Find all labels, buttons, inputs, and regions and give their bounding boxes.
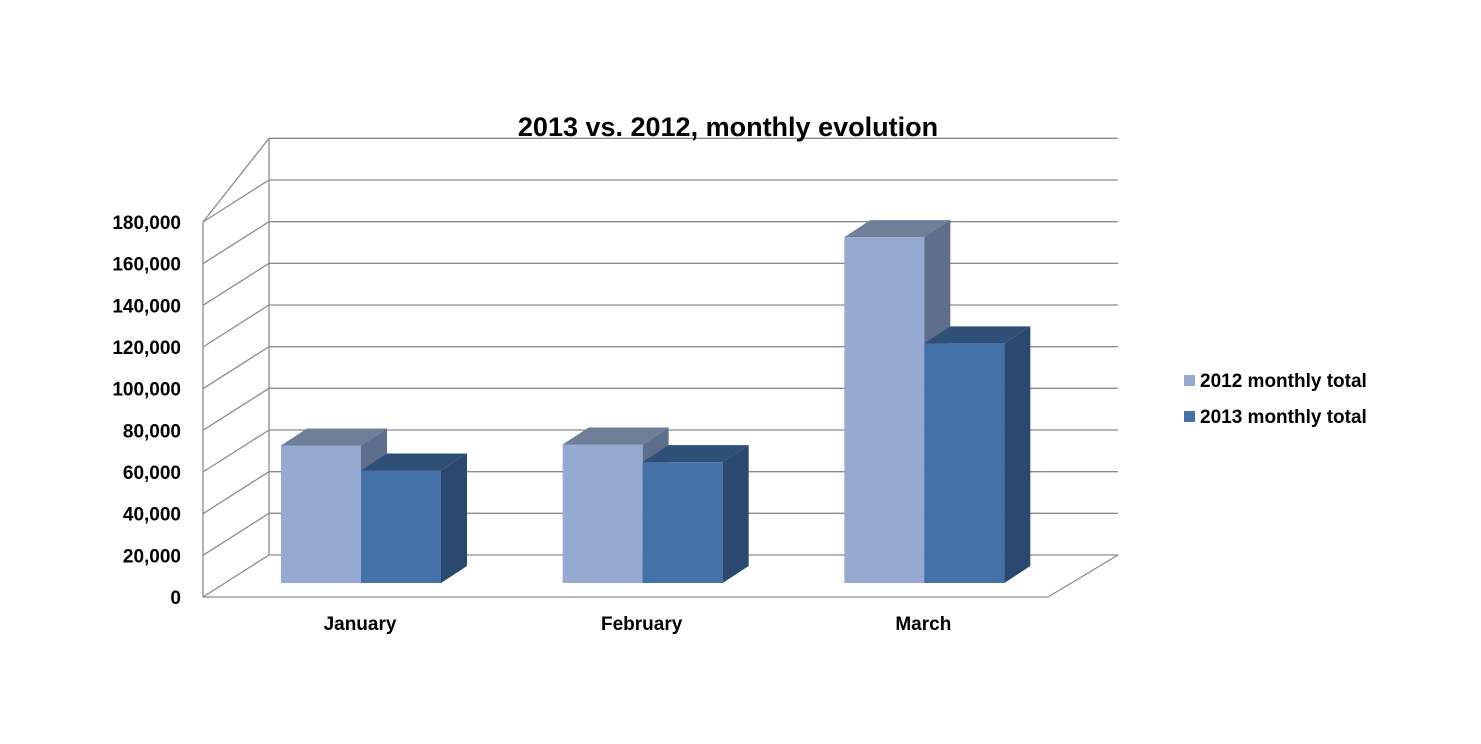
gridline-wall [202, 471, 270, 515]
gridline-wall [202, 221, 270, 265]
y-tick-label: 180,000 [112, 213, 181, 234]
y-tick-label: 160,000 [112, 255, 181, 276]
bar-front [562, 444, 643, 583]
legend-swatch [1184, 411, 1195, 422]
bar-front [281, 445, 361, 583]
chart-walls [202, 137, 1119, 598]
legend: 2012 monthly total 2013 monthly total [1184, 371, 1367, 428]
bar-top [642, 445, 749, 463]
x-tick-label: January [324, 614, 397, 635]
y-tick-label: 20,000 [123, 546, 181, 567]
gridline-floor-left [202, 554, 270, 598]
gridline-wall [202, 346, 270, 390]
y-axis: 0 20,000 40,000 60,000 80,000 100,000 120,000 1… [112, 213, 181, 609]
bars [281, 220, 1031, 583]
x-tick-label: February [601, 614, 683, 635]
chart-title: 2013 vs. 2012, monthly evolution [518, 112, 938, 142]
gridline-wall [202, 304, 270, 348]
gridline-wall [202, 512, 270, 556]
bar-top [281, 428, 387, 446]
bar-top [562, 427, 669, 445]
bar-front [924, 343, 1005, 583]
bar-top [924, 326, 1031, 344]
bar-side [441, 453, 467, 583]
y-tick-label: 140,000 [112, 296, 181, 317]
x-axis: January February March [324, 614, 952, 635]
gridline-wall [202, 179, 270, 223]
bar-front [642, 462, 723, 583]
bar-top [361, 453, 467, 471]
y-tick-label: 80,000 [123, 421, 181, 442]
bar-top [844, 220, 951, 238]
gridline-wall [202, 429, 270, 473]
bar-front [844, 237, 925, 583]
legend-label: 2012 monthly total [1200, 371, 1367, 392]
bar-side [722, 445, 749, 583]
y-tick-label: 0 [170, 588, 181, 609]
y-tick-label: 60,000 [123, 463, 181, 484]
left-wall-top-edge [202, 137, 270, 223]
gridline-wall [202, 387, 270, 431]
legend-label: 2013 monthly total [1200, 407, 1367, 428]
floor-right-edge [1047, 554, 1119, 598]
legend-swatch [1184, 375, 1195, 386]
bar-front [361, 470, 441, 583]
y-tick-label: 120,000 [112, 338, 181, 359]
x-tick-label: March [895, 614, 951, 635]
y-tick-label: 100,000 [112, 380, 181, 401]
gridline-wall [202, 262, 270, 306]
bar-side [1004, 326, 1031, 583]
y-tick-label: 40,000 [123, 505, 181, 526]
